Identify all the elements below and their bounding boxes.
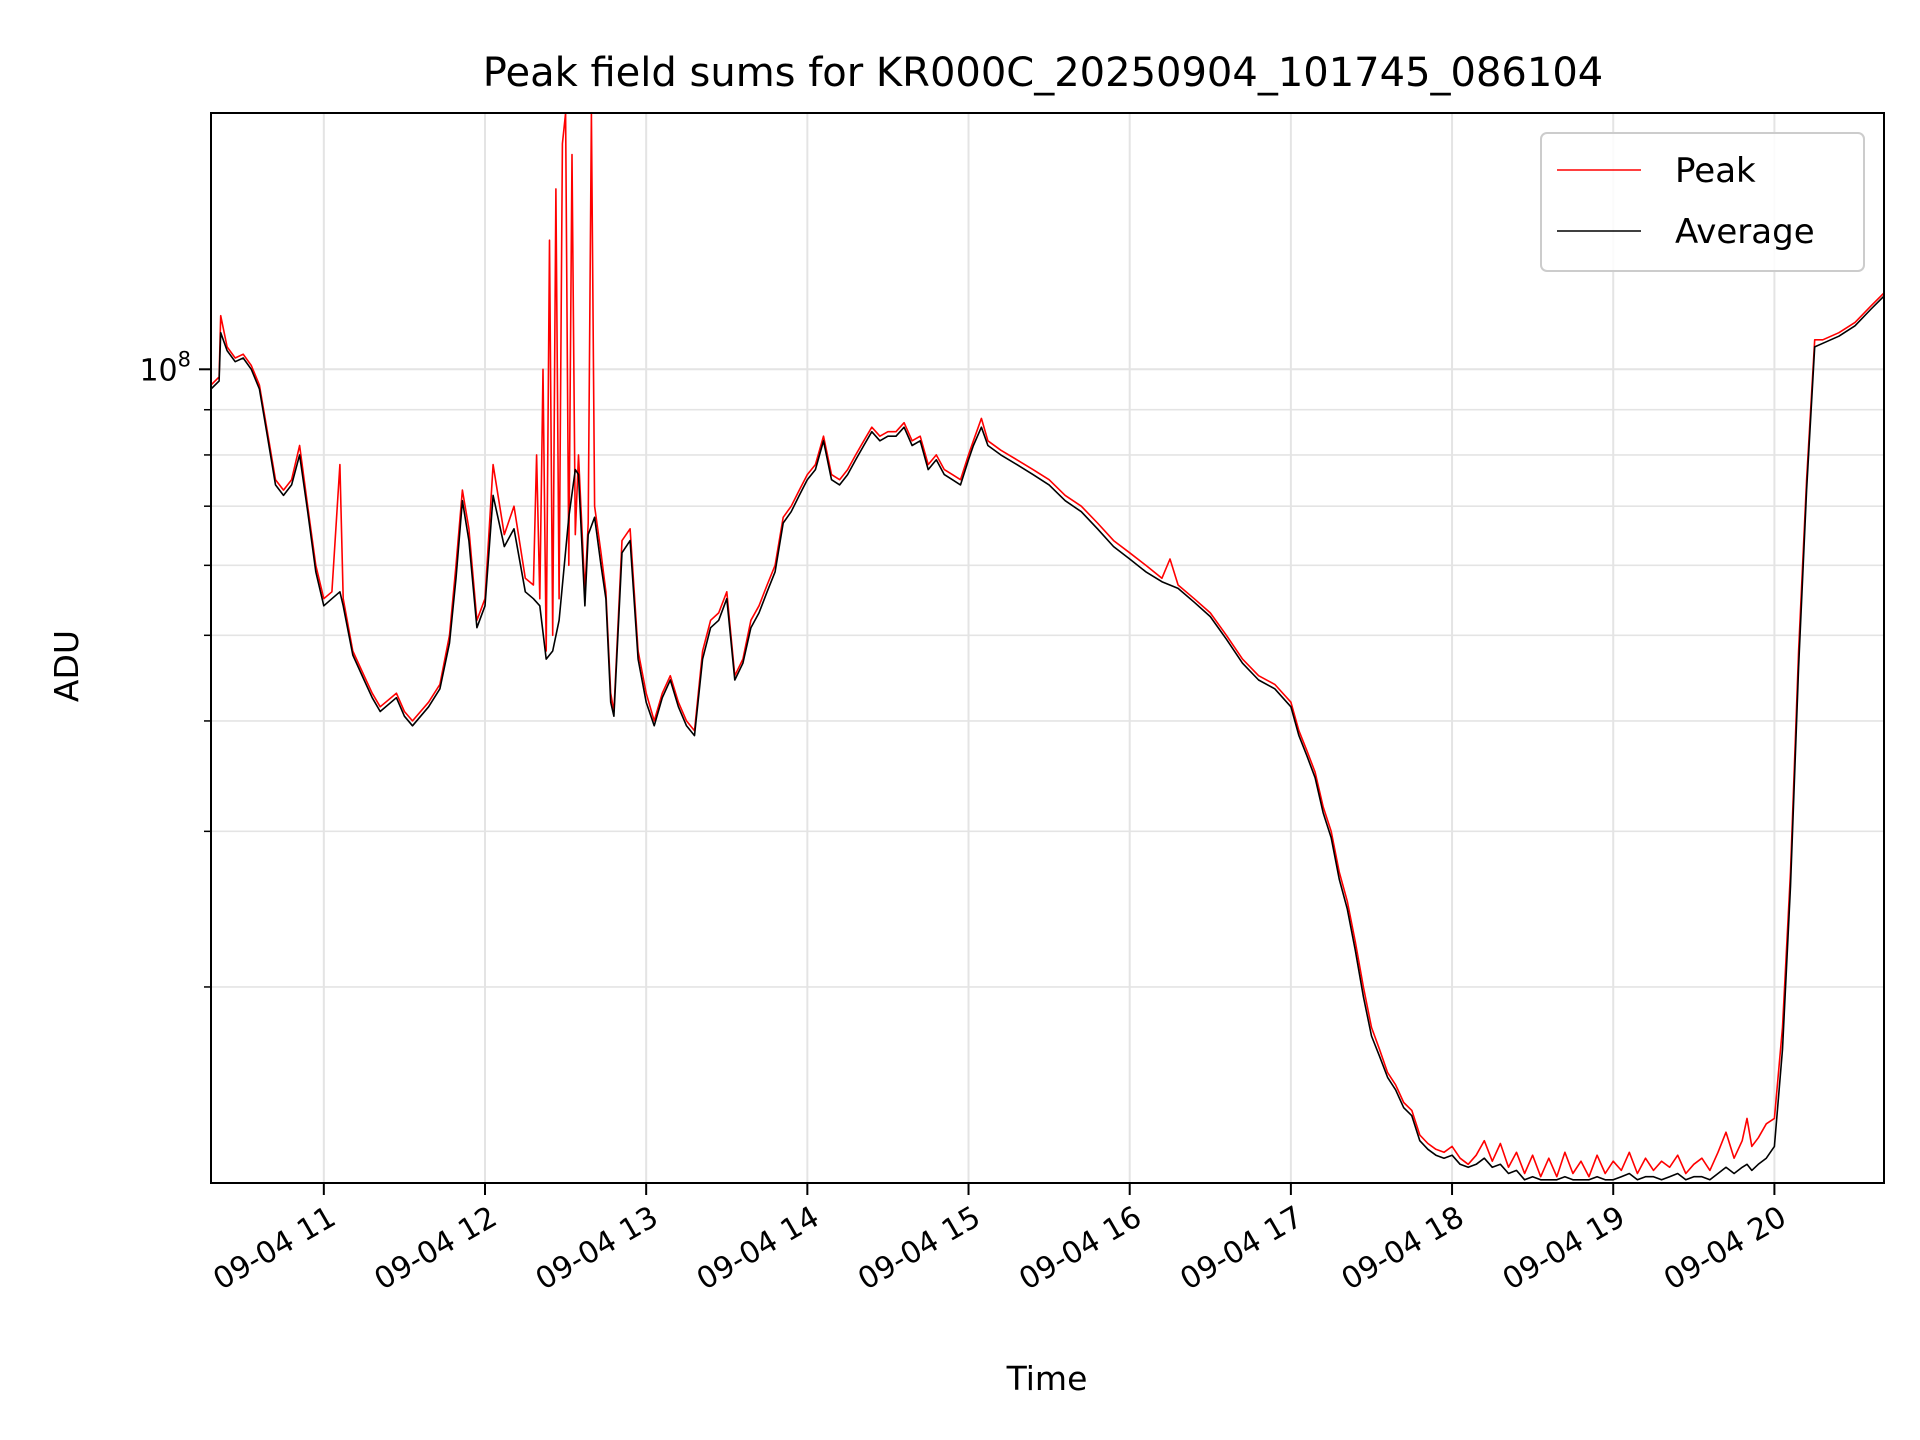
- chart-title: Peak field sums for KR000C_20250904_1017…: [483, 50, 1603, 96]
- legend: Peak Average: [1540, 132, 1865, 272]
- series-line-average: [211, 295, 1884, 1181]
- series-layer: [211, 113, 1884, 1181]
- y-axis-label: ADU: [47, 630, 86, 702]
- legend-box: [1540, 132, 1865, 272]
- x-axis-label: Time: [1006, 1359, 1088, 1398]
- legend-label-average: Average: [1675, 212, 1815, 252]
- legend-label-peak: Peak: [1675, 151, 1756, 191]
- y-tick-label: 108: [139, 347, 191, 388]
- grid: [211, 113, 1884, 1183]
- plot-frame: [210, 112, 1885, 1184]
- y-axis: 108: [139, 347, 211, 988]
